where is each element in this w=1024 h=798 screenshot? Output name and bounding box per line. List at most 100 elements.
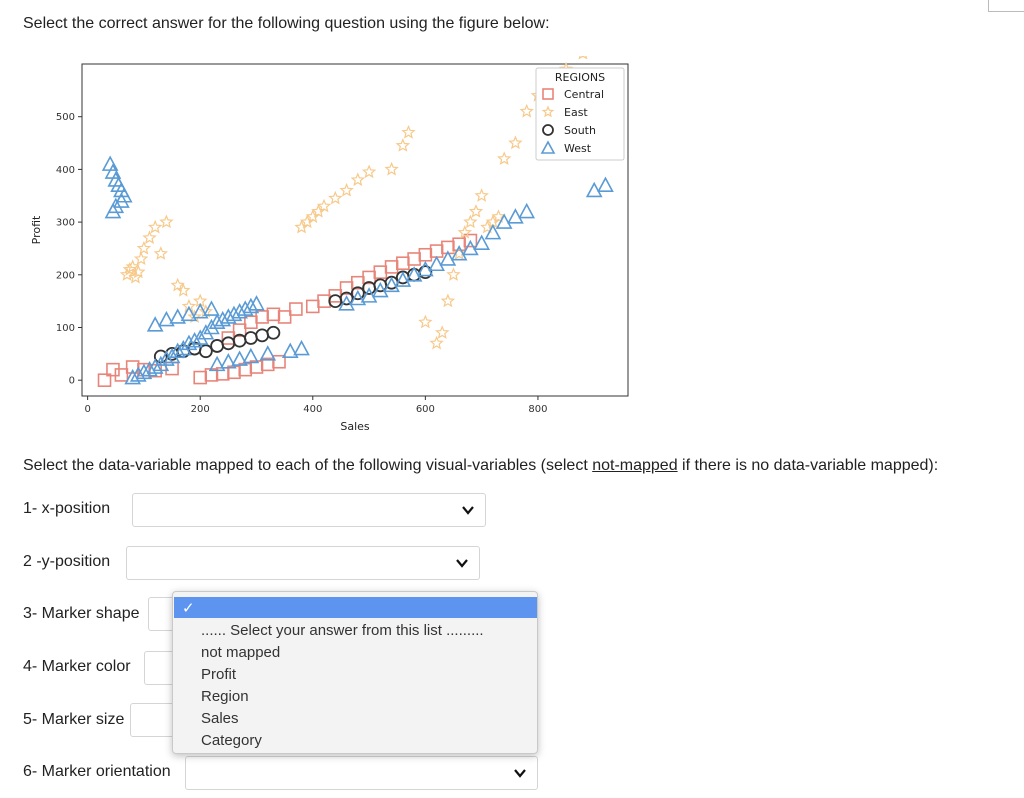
- east-point: [451, 246, 467, 260]
- east-point: [159, 214, 174, 229]
- dropdown-option-category[interactable]: Category: [201, 732, 262, 749]
- chevron-down-icon: [462, 506, 474, 515]
- west-point: [129, 366, 147, 382]
- west-point: [259, 345, 277, 361]
- west-point: [242, 347, 260, 364]
- west-point: [113, 192, 130, 208]
- east-point: [457, 224, 473, 239]
- answer-dropdown-list[interactable]: ✓ ...... Select your answer from this li…: [172, 591, 538, 754]
- east-point: [316, 198, 332, 213]
- west-point: [203, 300, 220, 316]
- west-point: [158, 350, 175, 366]
- question-4-label: 4- Marker color: [23, 658, 131, 675]
- west-point: [214, 310, 232, 327]
- x-tick-label: 400: [303, 404, 322, 415]
- west-point: [473, 234, 490, 250]
- west-point: [197, 324, 215, 340]
- dropdown-option-sales[interactable]: Sales: [201, 710, 239, 727]
- x-tick-label: 0: [84, 404, 90, 415]
- west-point: [220, 353, 237, 369]
- west-point: [338, 295, 355, 311]
- west-point: [242, 297, 260, 314]
- west-point: [507, 208, 524, 224]
- west-point: [163, 347, 181, 364]
- east-point: [142, 230, 157, 245]
- west-point: [225, 305, 243, 322]
- east-point: [122, 261, 138, 276]
- east-point: [328, 190, 343, 205]
- scatter-plot: 0 200 400 600 800 0 100 200 300 400 500 Sales Profit…: [30, 45, 629, 433]
- question-6-select[interactable]: [185, 756, 538, 790]
- question-2-label: 2 -y-position: [23, 553, 111, 570]
- west-point: [152, 355, 170, 372]
- dropdown-option-region[interactable]: Region: [201, 688, 249, 705]
- y-tick-label: 200: [56, 270, 75, 281]
- east-point: [350, 172, 365, 187]
- dropdown-option-placeholder[interactable]: ...... Select your answer from this list…: [201, 622, 484, 639]
- east-point: [575, 45, 591, 60]
- west-point: [484, 223, 502, 240]
- legend-west-label: West: [564, 142, 592, 155]
- legend-title: REGIONS: [555, 71, 605, 84]
- question-1-select[interactable]: [132, 493, 486, 527]
- x-tick-label: 600: [416, 404, 435, 415]
- dropdown-highlight[interactable]: ✓: [174, 597, 537, 618]
- y-tick-label: 500: [56, 112, 75, 123]
- east-point: [468, 204, 484, 218]
- x-axis-label: Sales: [340, 420, 370, 433]
- south-point: [339, 291, 354, 306]
- west-point: [450, 245, 468, 261]
- east-point: [181, 298, 197, 313]
- west-point: [191, 329, 209, 345]
- west-point: [146, 358, 164, 374]
- y-tick-label: 400: [56, 165, 75, 176]
- east-point: [133, 251, 149, 266]
- question-5-label: 5- Marker size: [23, 711, 125, 728]
- y-tick-label: 100: [56, 323, 75, 334]
- west-point: [417, 260, 434, 277]
- west-point: [462, 239, 479, 256]
- y-tick-label: 0: [69, 376, 75, 387]
- west-point: [180, 305, 198, 322]
- question-3-label: 3- Marker shape: [23, 605, 140, 622]
- west-point: [146, 316, 164, 332]
- west-point: [141, 360, 158, 377]
- west-point: [281, 342, 299, 359]
- west-point: [405, 266, 423, 282]
- east-point: [395, 138, 411, 152]
- west-point: [180, 334, 198, 351]
- east-point: [170, 277, 185, 292]
- west-point: [208, 355, 226, 372]
- y-tick-label: 300: [56, 218, 75, 229]
- west-point: [208, 313, 226, 330]
- east-point: [125, 259, 140, 273]
- question-text: Select the correct answer for the follow…: [23, 15, 550, 32]
- x-tick-label: 800: [528, 404, 547, 415]
- west-point: [495, 213, 513, 229]
- east-point: [401, 124, 416, 139]
- not-mapped-link: not-mapped: [592, 457, 678, 474]
- question-1-label: 1- x-position: [23, 500, 111, 517]
- central-point: [232, 323, 247, 337]
- instruction-prefix: Select the data-variable mapped to each …: [23, 457, 593, 474]
- east-point: [446, 267, 461, 281]
- east-point: [429, 335, 444, 350]
- east-point: [440, 293, 456, 308]
- west-point: [383, 276, 400, 293]
- west-point: [394, 271, 412, 287]
- instruction-suffix: if there is no data-variable mapped):: [677, 457, 939, 474]
- west-point: [371, 281, 389, 298]
- west-point: [135, 363, 153, 380]
- dropdown-option-not-mapped[interactable]: not mapped: [201, 644, 281, 661]
- west-point: [428, 255, 445, 272]
- central-point: [289, 302, 303, 316]
- west-point: [585, 181, 603, 198]
- question-2-select[interactable]: [126, 546, 480, 580]
- east-point: [497, 151, 512, 165]
- east-point: [434, 325, 450, 339]
- west-point: [248, 295, 265, 311]
- east-point: [148, 219, 163, 234]
- west-point: [293, 339, 310, 356]
- dropdown-option-profit[interactable]: Profit: [201, 666, 237, 683]
- corner-box: [988, 0, 1024, 12]
